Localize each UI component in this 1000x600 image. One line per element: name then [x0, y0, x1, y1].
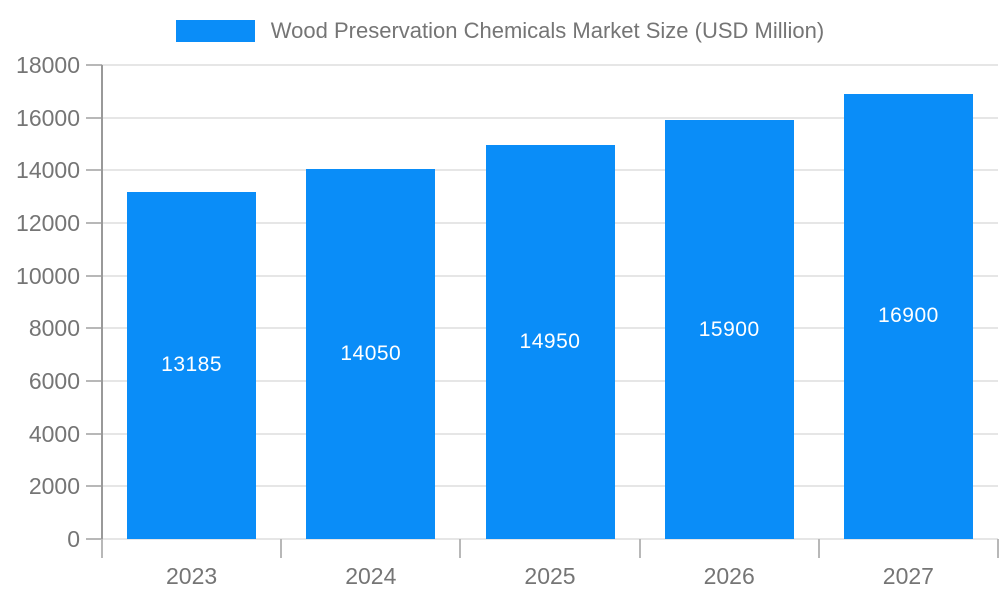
- y-axis-label: 16000: [16, 104, 80, 131]
- y-tick: [86, 432, 102, 435]
- x-axis-label: 2025: [524, 563, 576, 589]
- x-axis-label: 2023: [166, 563, 218, 589]
- y-tick: [86, 169, 102, 172]
- y-tick: [86, 64, 102, 66]
- bar: 16900: [843, 93, 973, 539]
- y-tick: [86, 538, 102, 540]
- y-axis-line: [101, 65, 103, 558]
- y-tick: [86, 116, 102, 119]
- x-tick: [817, 539, 820, 558]
- x-tick: [638, 539, 641, 558]
- y-gridline: [102, 538, 998, 540]
- y-axis-label: 6000: [28, 368, 80, 394]
- y-axis-label: 0: [67, 526, 80, 552]
- bar: 14050: [306, 169, 436, 539]
- y-axis-label: 8000: [28, 315, 80, 342]
- y-axis-label: 14000: [16, 157, 80, 184]
- bar: 13185: [127, 191, 257, 539]
- bar-value-label: 13185: [161, 353, 223, 377]
- x-axis-label: 2024: [345, 563, 397, 589]
- bar-value-label: 14050: [340, 342, 402, 365]
- bar-value-label: 15900: [698, 317, 760, 341]
- x-axis-label: 2027: [882, 563, 934, 589]
- x-tick: [101, 539, 103, 558]
- y-tick: [86, 274, 102, 277]
- y-tick: [86, 485, 102, 488]
- legend-item[interactable]: Wood Preservation Chemicals Market Size …: [0, 18, 1000, 44]
- y-axis-label: 4000: [28, 420, 80, 447]
- y-tick: [86, 380, 102, 382]
- y-axis-label: 2000: [28, 473, 80, 500]
- y-gridline: [102, 64, 998, 66]
- bar-value-label: 16900: [877, 304, 939, 328]
- x-tick: [280, 539, 283, 558]
- x-tick: [997, 539, 999, 558]
- bar: 15900: [664, 120, 794, 539]
- y-axis-label: 10000: [16, 262, 80, 289]
- bar-value-label: 14950: [519, 330, 581, 354]
- legend-swatch: [175, 20, 255, 42]
- x-tick: [459, 539, 462, 558]
- y-axis-label: 18000: [16, 52, 80, 78]
- y-tick: [86, 327, 102, 330]
- legend-title: Wood Preservation Chemicals Market Size …: [270, 18, 825, 43]
- y-axis-label: 12000: [16, 210, 80, 236]
- x-axis-label: 2026: [703, 563, 755, 589]
- y-tick: [86, 222, 102, 224]
- bar: 14950: [485, 145, 615, 539]
- y-gridline: [102, 116, 998, 119]
